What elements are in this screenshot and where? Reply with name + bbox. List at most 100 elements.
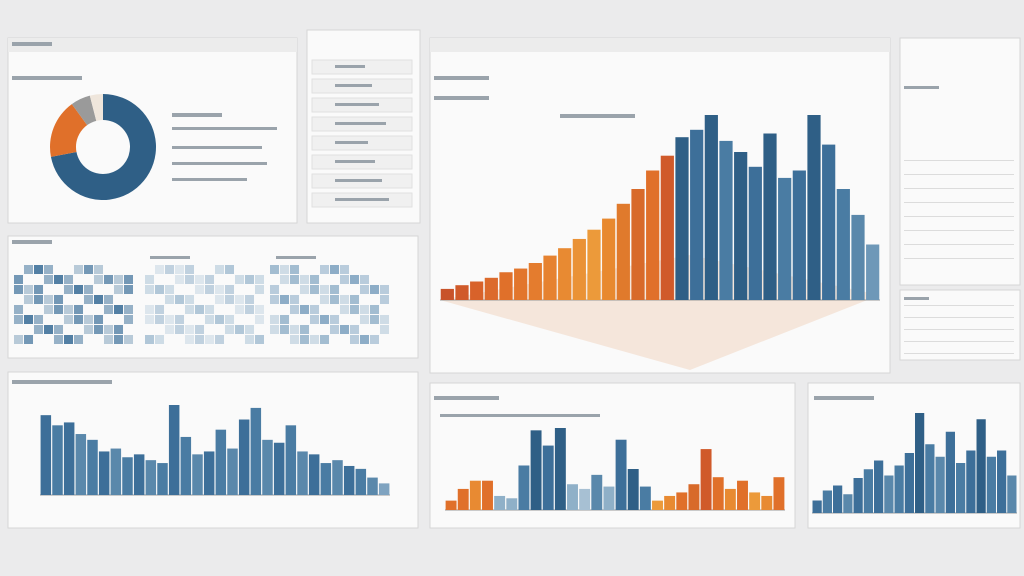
- bar: [192, 454, 203, 495]
- map-tile: [380, 295, 389, 304]
- map-tile: [165, 285, 174, 294]
- text-placeholder: [12, 42, 52, 46]
- bar: [273, 442, 285, 495]
- map-tile: [24, 265, 33, 274]
- bar: [543, 255, 557, 300]
- map-tile: [380, 325, 389, 334]
- bar: [250, 407, 262, 495]
- bar: [308, 454, 320, 495]
- map-tile: [225, 325, 234, 334]
- map-tile: [54, 325, 63, 334]
- map-tile: [84, 325, 93, 334]
- text-placeholder: [335, 65, 365, 68]
- bar: [734, 152, 748, 300]
- map-tile: [360, 315, 369, 324]
- bar: [773, 477, 785, 510]
- map-tile: [300, 275, 309, 284]
- map-tile: [320, 285, 329, 294]
- bar: [518, 465, 530, 510]
- list-row: [904, 188, 1014, 189]
- panel: [899, 37, 1021, 286]
- map-tile: [34, 265, 43, 274]
- map-tile: [290, 265, 299, 274]
- map-tile: [145, 275, 154, 284]
- text-placeholder: [904, 297, 929, 300]
- map-tile: [195, 275, 204, 284]
- map-tile: [104, 305, 113, 314]
- map-tile: [255, 335, 264, 344]
- text-placeholder: [172, 178, 247, 181]
- map-tile: [165, 325, 174, 334]
- charts: [14, 59, 1017, 514]
- map-tile: [205, 275, 214, 284]
- map-tile: [380, 315, 389, 324]
- map-tile: [114, 335, 123, 344]
- map-tile: [124, 285, 133, 294]
- map-tile: [34, 295, 43, 304]
- pie-slice: [49, 104, 88, 157]
- map-tile: [104, 295, 113, 304]
- map-tile: [64, 315, 73, 324]
- bar: [627, 469, 639, 510]
- map-tile: [155, 285, 164, 294]
- map-tile: [175, 265, 184, 274]
- map-tile: [370, 315, 379, 324]
- map-tile: [185, 335, 194, 344]
- map-tile: [145, 315, 154, 324]
- text-placeholders: [12, 42, 939, 417]
- bar: [652, 500, 663, 510]
- map-tile: [185, 265, 194, 274]
- map-tile: [360, 285, 369, 294]
- map-tile: [245, 325, 254, 334]
- bar: [688, 484, 700, 510]
- map-tile: [330, 265, 339, 274]
- bar: [925, 444, 935, 513]
- bar: [180, 436, 192, 495]
- map-tile: [225, 265, 234, 274]
- bar: [853, 478, 863, 513]
- map-tile: [24, 295, 33, 304]
- map-tile: [64, 305, 73, 314]
- text-placeholder: [335, 160, 375, 163]
- bar: [157, 463, 168, 495]
- map-tile: [24, 315, 33, 324]
- bar: [616, 203, 630, 300]
- bar: [778, 177, 792, 300]
- bar: [63, 422, 75, 495]
- bar: [572, 238, 586, 300]
- list-row: [904, 341, 1014, 342]
- map-tile: [340, 305, 349, 314]
- bar: [866, 244, 880, 300]
- map-tile: [54, 275, 63, 284]
- text-placeholder: [335, 122, 386, 125]
- map-tile: [300, 335, 309, 344]
- bar: [945, 431, 955, 513]
- map-tile: [360, 305, 369, 314]
- bar: [737, 480, 748, 510]
- bar: [591, 474, 603, 510]
- pie-slice: [89, 94, 103, 121]
- bar: [602, 218, 616, 300]
- bar: [567, 484, 578, 510]
- bar: [579, 488, 591, 510]
- map-tile: [245, 335, 254, 344]
- map-tile: [124, 275, 133, 284]
- text-placeholder: [560, 114, 635, 118]
- map-tile: [34, 325, 43, 334]
- bar: [203, 451, 215, 495]
- map-tile: [44, 295, 53, 304]
- map-tile: [300, 325, 309, 334]
- map-tile: [205, 335, 214, 344]
- bar: [343, 465, 355, 495]
- panel: [899, 289, 1021, 361]
- map-tile: [195, 325, 204, 334]
- bar: [133, 454, 145, 495]
- map-tile: [290, 275, 299, 284]
- text-placeholder: [172, 113, 222, 117]
- panel-header: [430, 38, 890, 52]
- map-tile: [165, 295, 174, 304]
- bar: [935, 456, 945, 513]
- text-placeholder: [276, 256, 316, 259]
- map-tile: [24, 335, 33, 344]
